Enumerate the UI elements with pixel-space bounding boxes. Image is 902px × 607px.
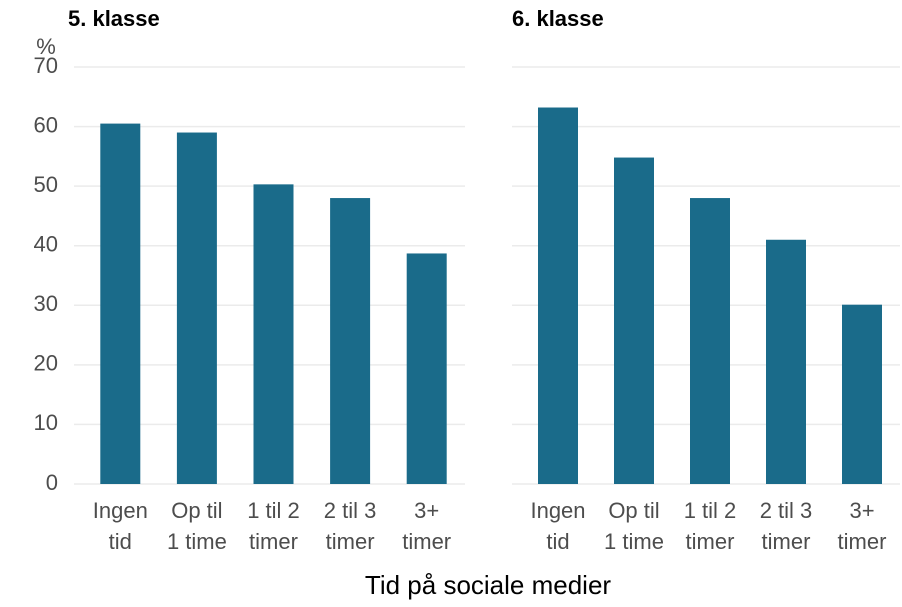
y-tick-label: 30	[34, 291, 58, 316]
y-tick-label: 10	[34, 410, 58, 435]
y-axis-label: %	[36, 34, 56, 59]
x-tick-label: tid	[546, 529, 569, 554]
y-tick-label: 50	[34, 172, 58, 197]
panel-title: 5. klasse	[68, 6, 160, 31]
x-tick-label: 1 til 2	[684, 498, 737, 523]
y-tick-label: 0	[46, 470, 58, 495]
x-tick-label: 1 time	[167, 529, 227, 554]
bar	[538, 107, 578, 484]
bar	[100, 123, 141, 484]
y-tick-label: 40	[34, 232, 58, 257]
panel-title: 6. klasse	[512, 6, 604, 31]
x-tick-label: 2 til 3	[760, 498, 813, 523]
bar	[766, 239, 806, 484]
x-tick-label: tid	[109, 529, 132, 554]
x-tick-label: timer	[838, 529, 887, 554]
bar	[253, 184, 294, 484]
bar	[176, 132, 217, 484]
bar	[690, 198, 730, 485]
x-tick-label: 3+	[414, 498, 439, 523]
bar	[614, 157, 654, 484]
x-axis-label: Tid på sociale medier	[365, 570, 611, 600]
x-tick-label: Op til	[171, 498, 222, 523]
bar	[842, 304, 882, 484]
y-tick-label: 70	[34, 53, 58, 78]
bar	[330, 198, 371, 485]
x-tick-label: timer	[686, 529, 735, 554]
x-tick-label: Ingen	[530, 498, 585, 523]
x-tick-label: timer	[249, 529, 298, 554]
x-tick-label: timer	[402, 529, 451, 554]
x-tick-label: timer	[762, 529, 811, 554]
x-tick-label: Ingen	[93, 498, 148, 523]
x-tick-label: Op til	[608, 498, 659, 523]
x-tick-label: timer	[326, 529, 375, 554]
y-tick-label: 60	[34, 112, 58, 137]
x-tick-label: 3+	[849, 498, 874, 523]
x-tick-label: 1 til 2	[247, 498, 300, 523]
y-tick-label: 20	[34, 351, 58, 376]
bar	[406, 253, 447, 484]
x-tick-label: 2 til 3	[324, 498, 377, 523]
x-tick-label: 1 time	[604, 529, 664, 554]
